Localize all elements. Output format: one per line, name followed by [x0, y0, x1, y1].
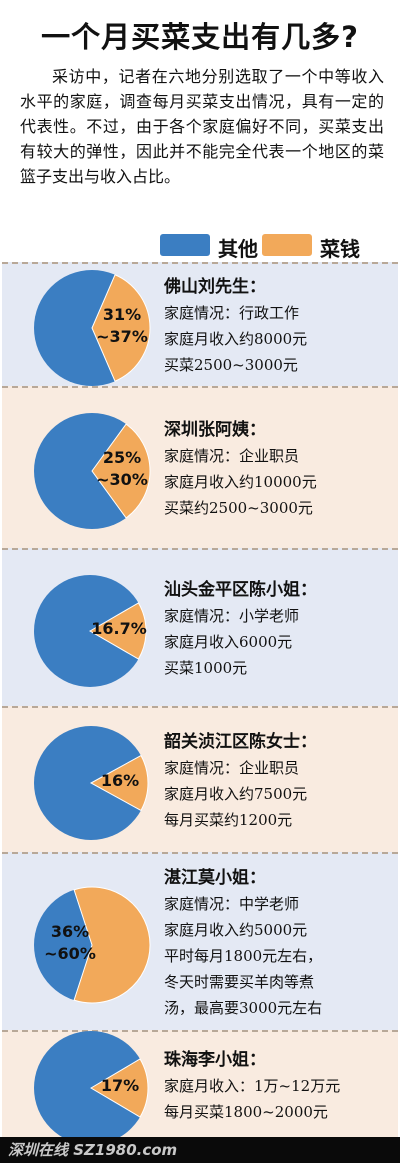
household-detail: 买菜2500~3000元: [164, 356, 298, 374]
chart-panel-4: 16% 韶关浈江区陈女士： 家庭情况：企业职员 家庭月收入约7500元 每月买菜约120…: [2, 706, 398, 854]
pie-data-label-line: 31%: [102, 305, 142, 324]
household-detail: 平时每月1800元左右，: [164, 947, 323, 965]
household-detail: 家庭情况：小学老师: [164, 607, 300, 625]
household-name: 汕头金平区陈小姐：: [164, 580, 317, 600]
pie-chart: [32, 268, 152, 388]
household-name: 湛江莫小姐：: [164, 868, 266, 888]
pie-data-label-line: 17%: [100, 1076, 140, 1095]
household-info: 汕头金平区陈小姐： 家庭情况：小学老师 家庭月收入6000元 买菜1000元: [164, 577, 317, 681]
footer-watermark: 深圳在线 SZ1980.com: [0, 1137, 400, 1163]
pie-chart: [32, 724, 150, 842]
chart-panel-5: 36% ~60% 湛江莫小姐： 家庭情况：中学老师 家庭月收入约5000元 平时每月180…: [2, 852, 398, 1032]
household-detail: 家庭月收入6000元: [164, 633, 293, 651]
chart-panel-3: 16.7% 汕头金平区陈小姐： 家庭情况：小学老师 家庭月收入6000元 买菜1000元: [2, 548, 398, 708]
legend-swatch-veg: [262, 234, 312, 256]
household-detail: 汤，最高要3000元左右: [164, 999, 323, 1017]
chart-panel-6: 17% 珠海李小姐： 家庭月收入：1万~12万元 每月买菜1800~2000元: [2, 1030, 398, 1145]
page-title: 一个月买菜支出有几多?: [41, 20, 359, 54]
pie-data-label-line: ~60%: [44, 944, 96, 963]
pie-data-label-line: 16.7%: [91, 619, 147, 638]
chart-panel-2: 25% ~30% 深圳张阿姨： 家庭情况：企业职员 家庭月收入约10000元 买菜约250…: [2, 386, 398, 550]
pie-slice-veg: [89, 754, 149, 812]
pie-data-label-line: 16%: [100, 771, 140, 790]
legend-swatch-other: [160, 234, 210, 256]
household-info: 湛江莫小姐： 家庭情况：中学老师 家庭月收入约5000元 平时每月1800元左右， 冬天…: [164, 865, 322, 1021]
household-detail: 买菜1000元: [164, 659, 248, 677]
pie-data-label: 31% ~37%: [90, 304, 154, 348]
intro-paragraph: 采访中，记者在六地分别选取了一个中等收入水平的家庭，调查每月买菜支出情况，具有一…: [20, 67, 384, 186]
pie-chart: [32, 885, 152, 1005]
pie-data-label: 16%: [88, 770, 152, 792]
household-detail: 每月买菜1800~2000元: [164, 1103, 328, 1121]
household-name: 佛山刘先生：: [164, 277, 266, 297]
pie-chart: [32, 573, 148, 689]
pie-data-label-line: ~30%: [96, 470, 148, 489]
household-detail: 家庭情况：中学老师: [164, 895, 300, 913]
household-detail: 家庭月收入约10000元: [164, 473, 317, 491]
household-info: 佛山刘先生： 家庭情况：行政工作 家庭月收入约8000元 买菜2500~3000元: [164, 274, 307, 378]
household-info: 韶关浈江区陈女士： 家庭情况：企业职员 家庭月收入约7500元 每月买菜约1200元: [164, 729, 317, 833]
pie-slice-veg: [90, 1058, 149, 1118]
household-info: 珠海李小姐： 家庭月收入：1万~12万元 每月买菜1800~2000元: [164, 1047, 340, 1125]
household-detail: 家庭月收入约8000元: [164, 330, 308, 348]
household-detail: 买菜约2500~3000元: [164, 499, 313, 517]
household-detail: 家庭月收入约5000元: [164, 921, 308, 939]
legend: 其他 菜钱: [0, 232, 400, 262]
legend-label-veg: 菜钱: [320, 237, 360, 261]
household-detail: 冬天时需要买羊肉等煮: [164, 973, 315, 991]
pie-slice-veg: [73, 886, 151, 1004]
pie-chart: [32, 411, 152, 531]
household-detail: 每月买菜约1200元: [164, 811, 293, 829]
pie-data-label: 17%: [88, 1075, 152, 1097]
household-detail: 家庭月收入：1万~12万元: [164, 1077, 341, 1095]
household-detail: 家庭月收入约7500元: [164, 785, 308, 803]
pie-slice-veg: [91, 274, 151, 382]
household-name: 珠海李小姐：: [164, 1050, 266, 1070]
household-info: 深圳张阿姨： 家庭情况：企业职员 家庭月收入约10000元 买菜约2500~3000元: [164, 417, 317, 521]
pie-slice-veg: [91, 423, 151, 519]
chart-panel-1: 31% ~37% 佛山刘先生： 家庭情况：行政工作 家庭月收入约8000元 买菜2500~…: [2, 262, 398, 388]
household-detail: 家庭情况：企业职员: [164, 447, 300, 465]
household-name: 韶关浈江区陈女士：: [164, 732, 317, 752]
pie-slice-veg: [89, 602, 147, 660]
pie-data-label: 16.7%: [87, 618, 151, 640]
household-detail: 家庭情况：行政工作: [164, 304, 300, 322]
legend-label-other: 其他: [218, 237, 258, 261]
pie-data-label: 36% ~60%: [38, 921, 102, 965]
pie-data-label-line: 25%: [102, 448, 142, 467]
pie-data-label-line: 36%: [50, 922, 90, 941]
pie-data-label: 25% ~30%: [90, 447, 154, 491]
pie-chart: [32, 1029, 150, 1147]
household-name: 深圳张阿姨：: [164, 420, 266, 440]
pie-data-label-line: ~37%: [96, 327, 148, 346]
household-detail: 家庭情况：企业职员: [164, 759, 300, 777]
